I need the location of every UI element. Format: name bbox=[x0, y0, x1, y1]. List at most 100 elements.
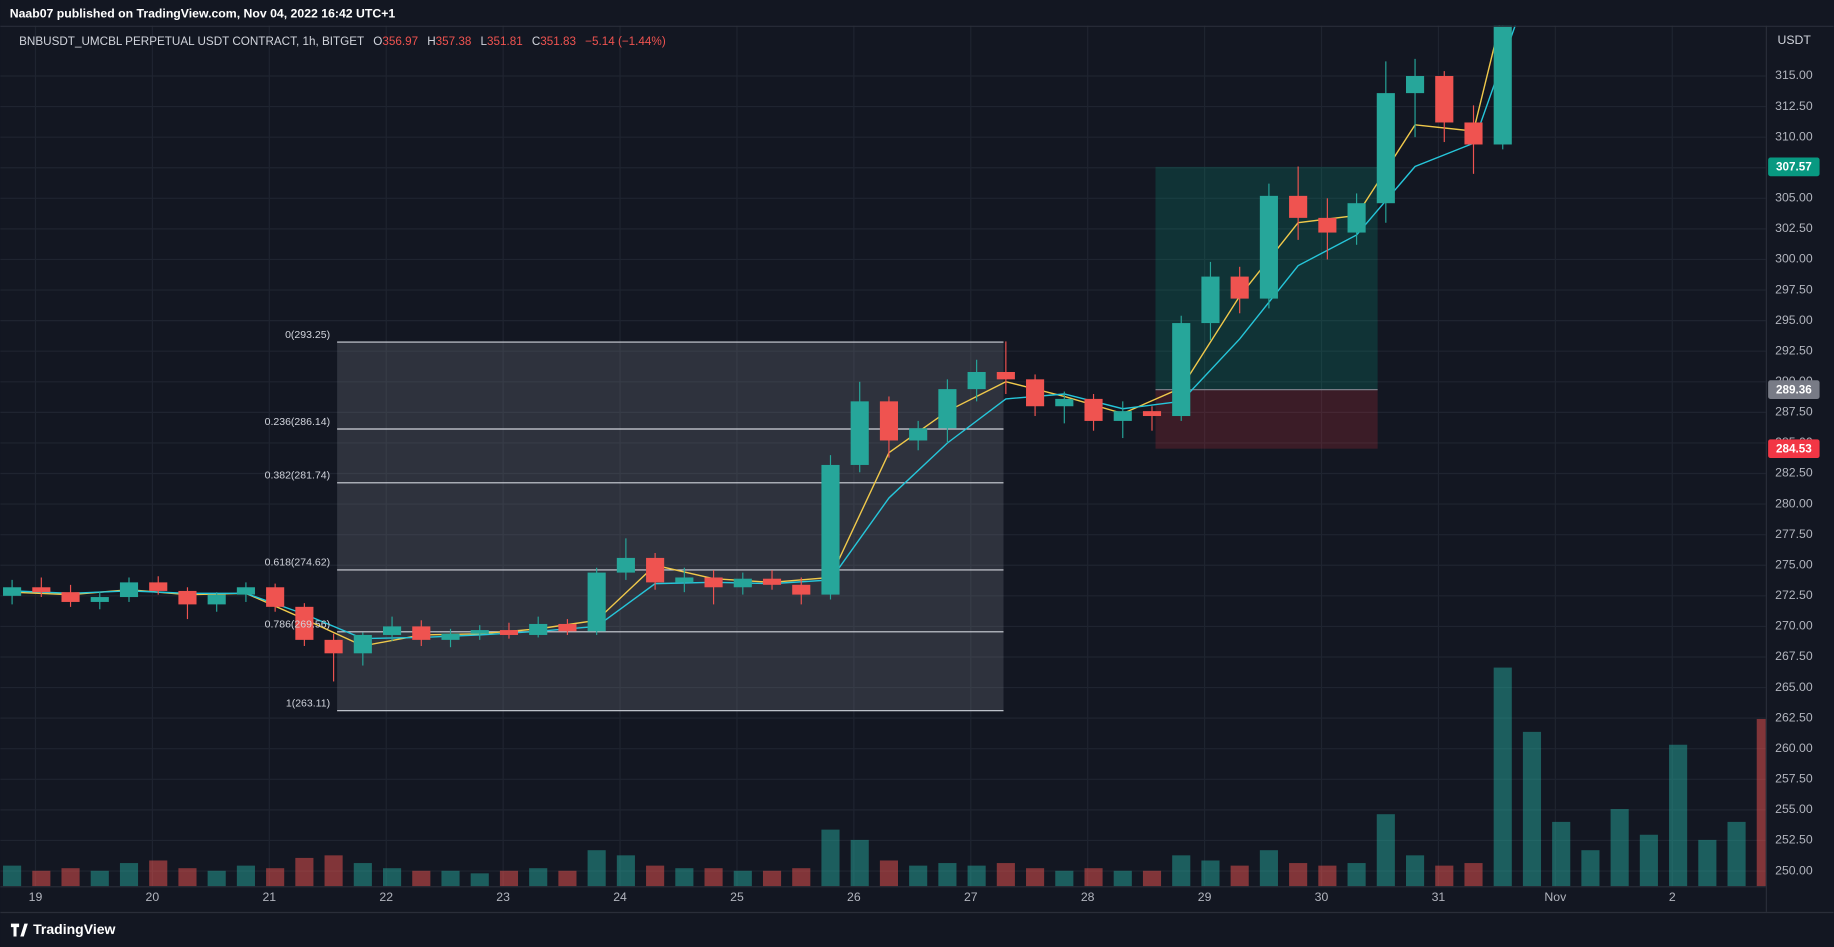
volume-bar bbox=[938, 863, 957, 887]
candle-body bbox=[266, 587, 285, 607]
y-tick-label: 252.50 bbox=[1775, 833, 1813, 847]
volume-bar bbox=[587, 850, 606, 887]
volume-bar bbox=[149, 860, 168, 887]
high-value: 357.38 bbox=[436, 35, 472, 48]
x-tick-label: 2 bbox=[1669, 890, 1676, 904]
y-tick-label: 280.00 bbox=[1775, 496, 1813, 510]
volume-bar bbox=[529, 868, 548, 887]
candle-body bbox=[382, 626, 402, 635]
volume-bar bbox=[1201, 860, 1220, 887]
x-tick-label: 29 bbox=[1198, 890, 1212, 904]
y-tick-label: 310.00 bbox=[1775, 129, 1813, 143]
candle-body bbox=[470, 630, 489, 634]
candle-body bbox=[938, 389, 957, 429]
volume-bar bbox=[1084, 868, 1103, 887]
volume-bar bbox=[850, 839, 869, 887]
x-tick-label: 22 bbox=[379, 890, 393, 904]
candle-body bbox=[1026, 379, 1045, 407]
candle-body bbox=[1201, 276, 1220, 324]
symbol-title: BNBUSDT_UMCBL PERPETUAL USDT CONTRACT, 1… bbox=[19, 35, 364, 48]
candle-body bbox=[996, 371, 1015, 380]
x-tick-label: 26 bbox=[847, 890, 861, 904]
candle-body bbox=[762, 578, 782, 585]
low-label: L bbox=[481, 35, 488, 48]
candle-body bbox=[178, 590, 197, 605]
volume-bar bbox=[1756, 719, 1766, 887]
volume-bar bbox=[324, 855, 343, 887]
price-tag-label: 284.53 bbox=[1776, 442, 1812, 455]
axes: 250.00 252.50 255.00 257.50 260.00 262.50 265.… bbox=[29, 68, 1820, 904]
volume-bar bbox=[61, 868, 80, 887]
fib-label: 0.236(286.14) bbox=[265, 416, 330, 428]
x-tick-label: 21 bbox=[262, 890, 276, 904]
publisher: Naab07 published on TradingView.com, Nov… bbox=[10, 6, 396, 20]
drawings bbox=[337, 166, 1378, 712]
low-value: 351.81 bbox=[487, 35, 523, 48]
volume-bar bbox=[1493, 667, 1512, 887]
candle-body bbox=[324, 639, 343, 654]
candle-body bbox=[529, 623, 548, 635]
y-tick-label: 277.50 bbox=[1775, 527, 1813, 541]
volume-bar bbox=[558, 870, 577, 887]
volume-bar bbox=[1142, 870, 1162, 887]
footer-logo: TradingView bbox=[10, 921, 116, 937]
x-tick-label: 27 bbox=[964, 890, 978, 904]
candle-body bbox=[295, 606, 314, 640]
volume-bar bbox=[675, 868, 694, 887]
volume-bar bbox=[1698, 839, 1717, 887]
open-value: 356.97 bbox=[382, 35, 418, 48]
y-tick-label: 255.00 bbox=[1775, 802, 1813, 816]
y-tick-label: 292.50 bbox=[1775, 343, 1813, 357]
candle-body bbox=[1172, 323, 1191, 417]
fib-label: 0.786(269.56) bbox=[265, 619, 330, 631]
candle-body bbox=[909, 428, 928, 441]
y-tick-label: 295.00 bbox=[1775, 313, 1813, 327]
volume-bar bbox=[909, 865, 928, 887]
volume-bar bbox=[236, 865, 255, 887]
candle-body bbox=[236, 587, 255, 595]
volume-bar bbox=[879, 860, 899, 887]
candle-body bbox=[616, 557, 635, 573]
close-value: 351.83 bbox=[540, 35, 576, 48]
candle-body bbox=[441, 633, 460, 640]
close-label: C bbox=[532, 35, 540, 48]
change: −5.14 (−1.44%) bbox=[585, 35, 666, 48]
high-label: H bbox=[427, 35, 435, 48]
y-tick-label: 262.50 bbox=[1775, 710, 1813, 724]
price-tag-label: 289.36 bbox=[1776, 383, 1812, 396]
legend: BNBUSDT_UMCBL PERPETUAL USDT CONTRACT, 1… bbox=[19, 35, 666, 48]
volume-bar bbox=[1026, 868, 1045, 887]
candle-body bbox=[412, 626, 431, 640]
candle-body bbox=[499, 630, 519, 635]
fib-label: 0.382(281.74) bbox=[265, 470, 330, 482]
price-tag-entry bbox=[1768, 380, 1820, 399]
volume-bar bbox=[1552, 821, 1571, 887]
volume-bar bbox=[441, 870, 460, 887]
volume-bar bbox=[119, 863, 139, 887]
volume-bar bbox=[382, 868, 402, 887]
candle-body bbox=[1289, 195, 1308, 218]
candle-body bbox=[1055, 398, 1074, 407]
candle-body bbox=[1405, 75, 1425, 94]
y-tick-label: 297.50 bbox=[1775, 282, 1813, 296]
candle-body bbox=[1376, 93, 1395, 204]
volume-bar bbox=[762, 870, 782, 887]
candle-body bbox=[879, 401, 899, 441]
brand: TradingView bbox=[33, 921, 115, 937]
volume-bar bbox=[967, 865, 986, 887]
logo-mark bbox=[10, 923, 28, 937]
y-tick-label: 267.50 bbox=[1775, 649, 1813, 663]
volume-bar bbox=[1055, 870, 1074, 887]
volume-bar bbox=[412, 870, 431, 887]
y-tick-label: 315.00 bbox=[1775, 68, 1813, 82]
volume-bar bbox=[3, 865, 22, 887]
x-tick-label: 31 bbox=[1432, 890, 1446, 904]
open-label: O bbox=[373, 35, 382, 48]
y-tick-label: 302.50 bbox=[1775, 221, 1813, 235]
volume-bar bbox=[353, 863, 372, 887]
y-tick-label: 265.00 bbox=[1775, 680, 1813, 694]
y-tick-label: 257.50 bbox=[1775, 772, 1813, 786]
volume-bar bbox=[1289, 863, 1308, 887]
